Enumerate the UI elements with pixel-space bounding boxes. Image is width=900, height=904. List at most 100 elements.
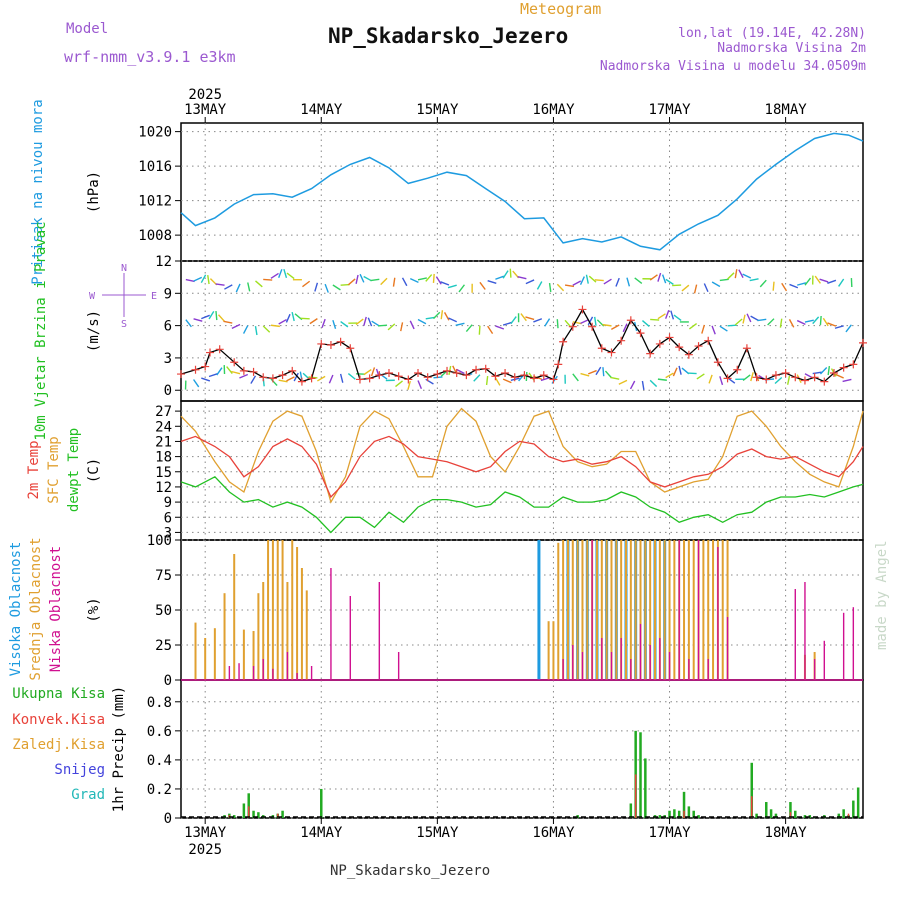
wind-barb	[820, 368, 826, 374]
cloud-bar	[698, 540, 699, 680]
y-tick-label-pressure: 1012	[138, 194, 172, 210]
wind-gust-marker	[404, 375, 412, 383]
y-axis-label-cloud: (%)	[86, 597, 102, 622]
wind-barb	[448, 285, 457, 287]
cloud-bar	[693, 540, 695, 680]
cloud-bar	[214, 628, 216, 680]
cloud-bar	[640, 624, 641, 680]
precip-bar	[644, 758, 647, 818]
x-tick-label-bottom: 18MAY	[765, 825, 808, 841]
precip-bar	[842, 809, 845, 818]
wind-barb	[348, 374, 355, 380]
cloud-bar	[615, 540, 617, 680]
precip-bar	[683, 811, 685, 818]
wind-barb	[773, 282, 774, 291]
wind-gust-marker	[859, 339, 867, 347]
precip-bar	[639, 732, 642, 818]
cloud-bar	[727, 617, 728, 680]
wind-barb	[635, 278, 642, 283]
wind-barb	[255, 281, 262, 287]
wind-barb	[325, 284, 328, 292]
wind-barb	[805, 320, 814, 322]
wind-barb	[658, 379, 667, 380]
wind-barb	[704, 284, 708, 292]
wind-barb	[805, 278, 811, 285]
wind-gust-marker	[840, 364, 848, 372]
wind-barb	[271, 379, 277, 386]
wind-barb	[525, 317, 534, 319]
y-tick-label-pressure: 1020	[138, 125, 172, 141]
precip-bar	[320, 789, 323, 818]
cloud-bar	[229, 666, 230, 680]
cloud-bar	[272, 669, 273, 680]
temp2m-line	[181, 436, 863, 497]
wind-barb	[588, 371, 596, 374]
wind-barb	[231, 371, 240, 373]
cloud-panel-title: Niska Oblacnost	[48, 546, 64, 672]
wind-barb	[487, 376, 488, 385]
wind-barb	[573, 281, 581, 285]
wind-barb	[835, 326, 844, 328]
y-tick-label-temperature: 15	[155, 465, 172, 481]
wind-barb	[456, 323, 465, 325]
y-tick-label-wind: 3	[164, 351, 172, 367]
wind-gust-marker	[772, 371, 780, 379]
cloud-bar	[277, 540, 279, 680]
wind-gust-marker	[453, 369, 461, 377]
cloud-bar	[635, 540, 637, 680]
cloud-bar	[722, 540, 724, 680]
wind-barb	[780, 319, 781, 328]
y-tick-label-precip: 0.6	[147, 724, 172, 740]
wind-barb	[709, 375, 712, 383]
wind-barb	[401, 322, 403, 331]
precip-bar	[751, 796, 753, 818]
wind-barb	[217, 368, 222, 375]
panel-frame-pressure	[181, 123, 863, 261]
wind-barb	[603, 367, 604, 376]
cloud-bar	[224, 593, 226, 680]
wind-gust-marker	[811, 373, 819, 381]
wind-gust-marker	[327, 341, 335, 349]
wind-barb	[378, 325, 387, 326]
y-tick-label-temperature: 24	[155, 419, 172, 435]
wind-barb	[445, 312, 449, 320]
wind-barb	[510, 269, 511, 278]
wind-barb	[642, 381, 643, 390]
wind-barb	[393, 278, 394, 287]
wind-barb	[573, 374, 579, 381]
wind-barb	[360, 274, 364, 282]
wind-gust-marker	[366, 374, 374, 382]
dewpt-line	[181, 477, 863, 533]
cloud-bar	[804, 582, 805, 680]
wind-barb	[333, 285, 341, 290]
cloud-bar	[562, 659, 563, 680]
compass-south-label: S	[121, 319, 127, 330]
cloud-bar	[654, 540, 656, 680]
wind-gust-marker	[269, 374, 277, 382]
wind-gust-marker	[801, 377, 809, 385]
wind-barb	[673, 368, 677, 376]
wind-barb	[479, 326, 480, 335]
wind-gust-marker	[782, 369, 790, 377]
y-tick-label-temperature: 12	[155, 480, 172, 496]
precip-bar	[635, 774, 637, 818]
wind-barb	[381, 278, 387, 284]
precip-bar	[243, 803, 246, 818]
cloud-bar	[853, 607, 854, 680]
sfc-temp-line	[181, 409, 863, 503]
wind-barb	[839, 279, 844, 286]
x-tick-label-bottom: 13MAY	[184, 825, 227, 841]
cloud-bar	[204, 638, 206, 680]
wind-barb	[557, 284, 563, 290]
precip-bar	[857, 787, 860, 818]
precip-bar	[794, 811, 797, 818]
panel-frame-wind	[181, 261, 863, 401]
wind-barb	[650, 319, 659, 320]
wind-barb	[751, 316, 759, 320]
wind-barb	[208, 275, 209, 284]
cloud-bar	[557, 543, 559, 680]
year-label-top: 2025	[188, 87, 222, 103]
wind-barb	[333, 320, 336, 329]
wind-barb	[271, 273, 279, 278]
coords-label: lon,lat (19.14E, 42.28N)	[678, 26, 866, 41]
